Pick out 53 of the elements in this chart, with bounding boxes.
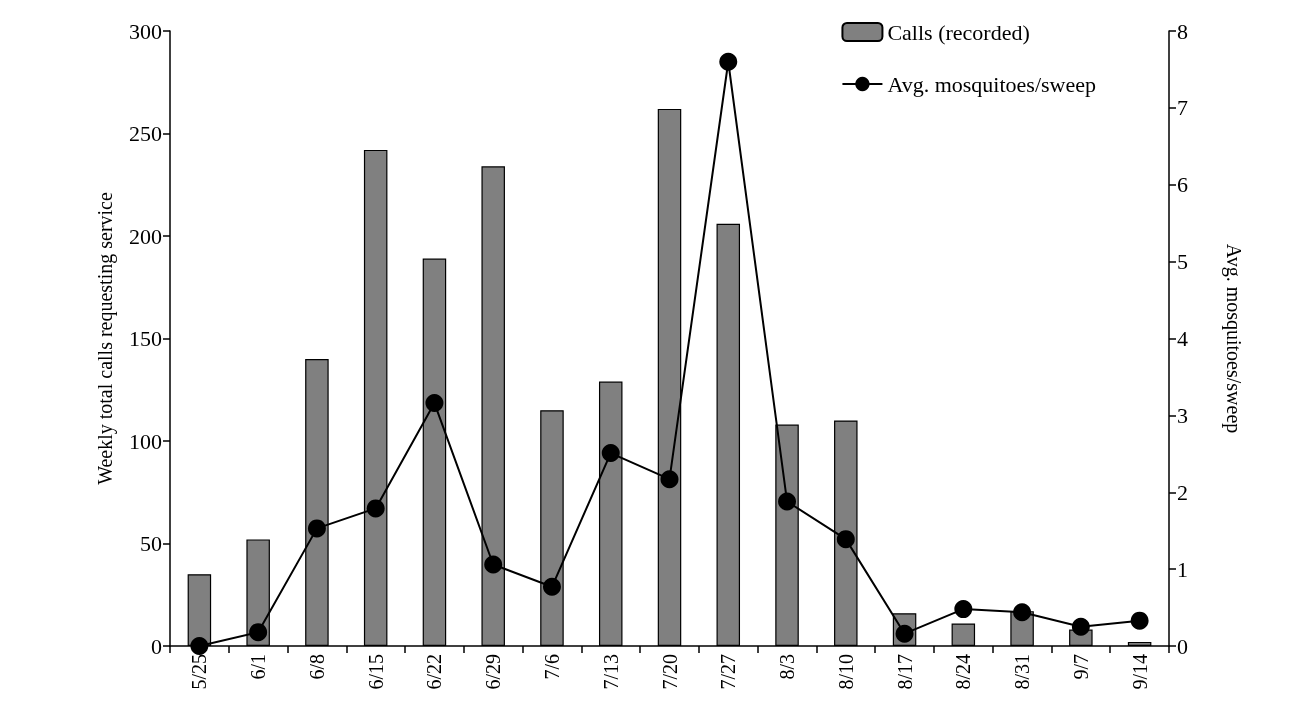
x-tick-label: 6/15 [364, 654, 387, 690]
x-tick-label: 6/29 [482, 654, 505, 690]
x-tick-label: 8/31 [1011, 654, 1034, 690]
legend-label: Avg. mosquitoes/sweep [887, 71, 1097, 97]
point [836, 530, 855, 549]
point [601, 444, 620, 463]
y-tick-label: 200 [129, 223, 162, 249]
point [249, 623, 268, 642]
x-tick-label: 6/8 [305, 654, 328, 680]
x-tick-label: 8/3 [776, 654, 799, 680]
point [366, 499, 385, 518]
y-axis-title: Weekly total calls requesting service [94, 192, 117, 485]
point [425, 394, 444, 413]
y2-tick-label: 1 [1177, 556, 1188, 582]
x-tick-label: 7/27 [717, 654, 740, 690]
point [307, 519, 326, 538]
x-tick-label: 7/6 [540, 654, 563, 680]
point [954, 600, 973, 619]
y-tick-label: 250 [129, 121, 162, 146]
point [778, 492, 797, 511]
x-tick-label: 7/13 [599, 654, 622, 690]
point [1071, 617, 1090, 636]
point [719, 52, 738, 71]
y2-tick-label: 4 [1177, 326, 1188, 351]
y-tick-label: 0 [151, 633, 162, 659]
y2-tick-label: 6 [1177, 172, 1188, 198]
x-tick-label: 6/22 [423, 654, 446, 690]
legend-label: Calls (recorded) [887, 19, 1030, 45]
y-tick-label: 100 [129, 428, 162, 454]
point [1130, 611, 1149, 630]
point [190, 637, 209, 655]
x-tick-label: 5/25 [188, 654, 211, 690]
y2-tick-label: 5 [1177, 249, 1188, 275]
point [484, 555, 503, 574]
y2-axis-title: Avg. mosquitoes/sweep [1222, 243, 1245, 434]
point [542, 577, 561, 596]
x-tick-label: 7/20 [658, 654, 681, 690]
y-tick-label: 150 [129, 326, 162, 351]
y2-tick-label: 7 [1177, 95, 1188, 121]
y2-tick-label: 2 [1177, 479, 1188, 505]
x-tick-label: 8/10 [834, 654, 857, 690]
y2-tick-label: 3 [1177, 402, 1188, 428]
point [660, 470, 679, 489]
y-tick-label: 300 [129, 18, 162, 44]
x-tick-label: 8/17 [893, 654, 916, 690]
x-tick-label: 9/14 [1128, 654, 1151, 690]
x-tick-label: 6/1 [247, 654, 270, 680]
y2-tick-label: 0 [1177, 633, 1188, 659]
x-tick-label: 8/24 [952, 654, 975, 690]
x-tick-label: 9/7 [1069, 654, 1092, 680]
point [1013, 603, 1032, 622]
y-tick-label: 50 [140, 531, 162, 556]
y2-tick-label: 8 [1177, 18, 1188, 44]
